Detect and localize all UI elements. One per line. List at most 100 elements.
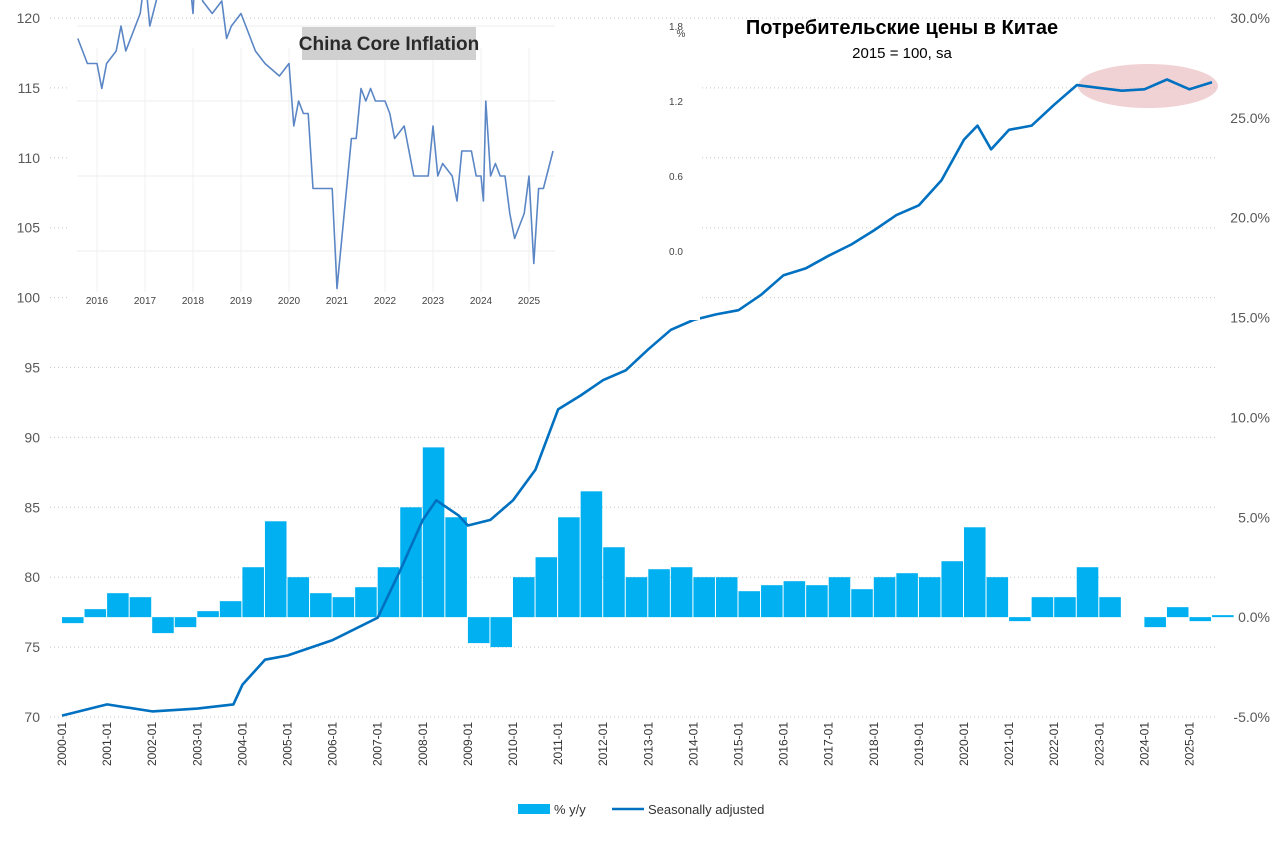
inset-title-box	[302, 27, 476, 60]
yoy-bar	[535, 557, 558, 618]
inset-chart: China Core Inflation % 0.00.61.21.82.4 2…	[70, 0, 700, 320]
left-tick-label: 70	[24, 709, 40, 725]
yoy-bar	[1166, 607, 1189, 618]
left-tick-label: 95	[24, 360, 40, 376]
x-tick-label: 2007-01	[371, 722, 385, 766]
inset-x-tick-label: 2016	[86, 296, 109, 307]
yoy-bar	[625, 577, 648, 618]
yoy-bar	[445, 517, 467, 618]
yoy-bar	[287, 577, 310, 618]
x-tick-label: 2005-01	[281, 722, 295, 766]
left-tick-label: 80	[24, 569, 40, 585]
x-tick-label: 2012-01	[596, 722, 610, 766]
inset-y-tick-label: 1.8	[669, 22, 683, 33]
yoy-bar	[806, 585, 828, 618]
yoy-bar	[197, 611, 219, 618]
x-tick-label: 2001-01	[100, 722, 114, 766]
yoy-bar	[851, 589, 873, 618]
x-tick-label: 2019-01	[912, 722, 926, 766]
left-tick-label: 85	[24, 499, 40, 515]
yoy-bar	[648, 569, 670, 618]
inset-x-tick-label: 2018	[182, 296, 205, 307]
yoy-bar	[715, 577, 738, 618]
yoy-bar	[1009, 617, 1031, 622]
x-axis-ticks: 2000-01 2001-01 2002-01 2003-01 2004-01 2005-…	[55, 722, 1197, 766]
x-tick-label: 2000-01	[55, 722, 69, 766]
inset-y-tick-label: 1.2	[669, 97, 683, 108]
yoy-bar	[693, 577, 715, 618]
inset-title: China Core Inflation	[299, 34, 480, 55]
yoy-bar	[1054, 597, 1076, 618]
x-tick-label: 2002-01	[145, 722, 159, 766]
chart-title: Потребительские цены в Китае	[746, 17, 1058, 39]
right-tick-label: 15.0%	[1230, 310, 1270, 326]
yoy-bar	[670, 567, 693, 618]
legend-bar-label: % y/y	[554, 802, 586, 817]
right-axis-ticks: -5.0% 0.0% 5.0% 10.0% 15.0% 20.0% 25.0% 30.0%	[1230, 10, 1270, 725]
inset-x-tick-label: 2020	[278, 296, 301, 307]
left-tick-label: 90	[24, 429, 40, 445]
x-tick-label: 2010-01	[506, 722, 520, 766]
x-tick-label: 2022-01	[1047, 722, 1061, 766]
yoy-bar	[1031, 597, 1054, 618]
x-tick-label: 2009-01	[461, 722, 475, 766]
inset-x-tick-label: 2025	[518, 296, 541, 307]
yoy-bar	[264, 521, 287, 618]
x-tick-label: 2014-01	[686, 722, 700, 766]
yoy-bar	[1212, 615, 1234, 618]
yoy-bar	[873, 577, 896, 618]
yoy-bar	[941, 561, 963, 618]
x-tick-label: 2025-01	[1183, 722, 1197, 766]
x-tick-label: 2004-01	[235, 722, 249, 766]
yoy-bar	[1076, 567, 1099, 618]
highlight-ellipse	[1078, 64, 1218, 108]
left-tick-label: 105	[17, 220, 41, 236]
yoy-bar	[964, 527, 986, 618]
left-tick-label: 115	[18, 80, 41, 96]
x-tick-label: 2024-01	[1137, 722, 1151, 766]
x-tick-label: 2003-01	[190, 722, 204, 766]
right-tick-label: 25.0%	[1230, 110, 1270, 126]
inset-x-ticks: 2016 2017 2018 2019 2020 2021 2022 2023 2024 2025	[86, 296, 541, 307]
inset-x-tick-label: 2017	[134, 296, 157, 307]
x-tick-label: 2006-01	[326, 722, 340, 766]
yoy-bar	[580, 491, 603, 618]
x-tick-label: 2008-01	[416, 722, 430, 766]
yoy-bar	[513, 577, 535, 618]
x-tick-label: 2023-01	[1092, 722, 1106, 766]
x-tick-label: 2011-01	[551, 722, 565, 765]
legend-line-label: Seasonally adjusted	[648, 802, 764, 817]
yoy-bars	[62, 447, 1234, 648]
inset-unit: %	[677, 29, 686, 40]
right-tick-label: 0.0%	[1238, 609, 1270, 625]
right-tick-label: -5.0%	[1233, 709, 1270, 725]
left-tick-label: 120	[17, 10, 41, 26]
yoy-bar	[490, 617, 512, 648]
yoy-bar	[603, 547, 625, 618]
x-tick-label: 2018-01	[867, 722, 881, 766]
inset-y-tick-label: 0.6	[669, 172, 683, 183]
yoy-bar	[422, 447, 445, 618]
inset-x-tick-label: 2024	[470, 296, 493, 307]
yoy-bar	[467, 617, 490, 644]
yoy-bar	[310, 593, 332, 618]
right-tick-label: 30.0%	[1230, 10, 1270, 26]
chart-subtitle: 2015 = 100, sa	[852, 45, 952, 62]
inset-x-tick-label: 2023	[422, 296, 445, 307]
yoy-bar	[355, 587, 377, 618]
x-tick-label: 2015-01	[732, 722, 746, 766]
inset-y-ticks: 0.00.61.21.82.4	[669, 22, 683, 258]
yoy-bar	[107, 593, 129, 618]
right-tick-label: 5.0%	[1238, 509, 1270, 525]
yoy-bar	[986, 577, 1009, 618]
x-tick-label: 2017-01	[822, 722, 836, 766]
yoy-bar	[896, 573, 918, 618]
yoy-bar	[558, 517, 580, 618]
inset-x-tick-label: 2021	[326, 296, 349, 307]
yoy-bar	[174, 617, 197, 628]
inset-y-tick-label: 0.0	[669, 247, 683, 258]
legend-bar-swatch	[518, 804, 550, 814]
yoy-bar	[1144, 617, 1166, 628]
yoy-bar	[242, 567, 264, 618]
